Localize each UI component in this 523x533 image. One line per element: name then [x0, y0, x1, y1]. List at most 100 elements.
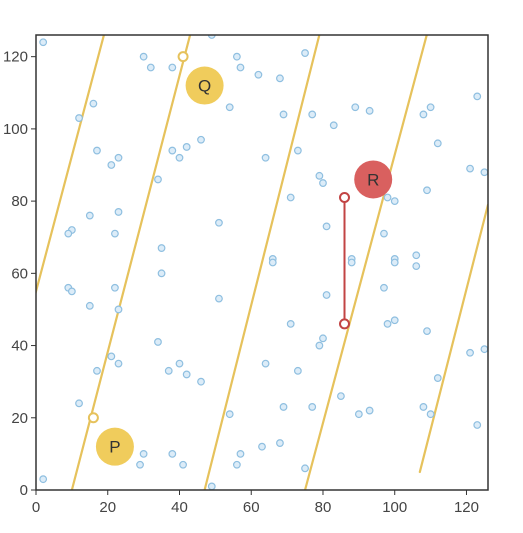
x-tick-label: 0 [32, 499, 40, 516]
endpoint-marker [339, 318, 351, 330]
scatter-dot [279, 403, 288, 411]
scatter-dot [232, 460, 241, 469]
endpoint-marker [177, 51, 189, 63]
scatter-dot [154, 175, 162, 184]
scatter-dot [75, 114, 83, 122]
scatter-dot [268, 258, 277, 267]
scatter-dot [168, 449, 177, 458]
point-badges: Q R P [95, 66, 393, 466]
scatter-dot [383, 319, 392, 328]
y-tick-label: 100 [3, 121, 28, 138]
scatter-dot [107, 352, 116, 361]
scatter-dot [114, 208, 123, 216]
scatter-dot [64, 229, 73, 238]
y-tick-label: 80 [11, 193, 28, 210]
scatter-dot [85, 211, 94, 220]
scatter-dot [423, 186, 431, 195]
scatter-dot [308, 110, 317, 119]
scatter-dot [380, 229, 388, 238]
diagonal-line [70, 35, 192, 490]
diagonal-line [303, 35, 428, 490]
badge-label-p: P [109, 438, 120, 457]
scatter-dot [473, 421, 482, 429]
scatter-dot [286, 193, 295, 202]
scatter-dot [157, 269, 166, 278]
x-tick-label: 40 [171, 499, 188, 516]
scatter-dot [254, 70, 263, 79]
scatter-dot [85, 301, 94, 310]
scatter-dot [466, 348, 474, 357]
scatter-dot [215, 294, 223, 303]
scatter-dot [179, 460, 187, 469]
scatter-dot [157, 244, 166, 252]
scatter-dot [365, 406, 374, 415]
scatter-dot [111, 229, 119, 238]
scatter-dot [75, 399, 83, 408]
badge-circle-p [95, 427, 134, 466]
scatter-dots [39, 35, 488, 490]
scatter-dot [383, 193, 392, 202]
scatter-dot [423, 327, 431, 336]
scatter-dot [286, 319, 295, 328]
scatter-dot [182, 143, 191, 151]
scatter-dot [168, 146, 177, 155]
scatter-dot [67, 287, 76, 296]
scatter-dot [276, 74, 284, 83]
scatter-dot [39, 475, 48, 484]
scatter-dot [390, 316, 399, 325]
scatter-dot [39, 38, 48, 47]
scatter-dot [308, 403, 317, 411]
scatter-dot [315, 171, 324, 180]
endpoint-marker [339, 192, 351, 203]
scatter-dot [380, 283, 388, 292]
scatter-dot [329, 121, 338, 130]
scatter-dot [293, 146, 302, 155]
scatter-dot [301, 464, 309, 473]
scatter-dot [419, 403, 428, 411]
scatter-dot [433, 374, 442, 382]
y-tick-label: 20 [11, 410, 28, 427]
scatter-dot [322, 222, 331, 231]
diagonal-lines [36, 35, 488, 490]
scatter-dot [473, 92, 482, 101]
badge-label-q: Q [198, 77, 211, 96]
scatter-dot [89, 99, 98, 108]
scatter-dot [258, 442, 266, 451]
scatter-dot [93, 146, 101, 155]
y-tick-label: 120 [3, 49, 28, 66]
scatter-dot [168, 63, 177, 72]
vertical-segment [87, 51, 351, 424]
scatter-dot [365, 106, 374, 115]
scatter-dot [197, 135, 205, 144]
scatter-dot [412, 262, 421, 271]
scatter-dot [107, 161, 116, 169]
axes: 0 20 40 60 80 100 120 0 20 40 60 80 100 120 [3, 49, 479, 516]
y-tick-label: 40 [11, 338, 28, 355]
x-tick-label: 120 [454, 499, 479, 516]
scatter-dot [419, 110, 428, 119]
x-tick-label: 80 [315, 499, 332, 516]
scatter-dot [433, 139, 442, 148]
scatter-dot [322, 291, 331, 299]
scatter-dot [175, 359, 184, 368]
scatter-dot [279, 110, 288, 119]
x-tick-label: 60 [243, 499, 260, 516]
scatter-dot [236, 449, 245, 458]
x-tick-label: 20 [99, 499, 116, 516]
scatter-dot [175, 153, 184, 162]
scatter-dot [315, 341, 324, 350]
scatter-dot [426, 410, 435, 419]
scatter-dot [276, 439, 284, 447]
endpoint-marker [87, 412, 99, 424]
scatter-dot [93, 366, 101, 375]
scatter-dot [390, 197, 399, 206]
y-tick-label: 60 [11, 265, 28, 282]
scatter-dot [480, 168, 488, 177]
scatter-dot [139, 449, 148, 458]
scatter-dot [261, 359, 270, 368]
scatter-dot [111, 283, 119, 292]
scatter-dot [319, 334, 327, 343]
scatter-dot [197, 377, 205, 386]
